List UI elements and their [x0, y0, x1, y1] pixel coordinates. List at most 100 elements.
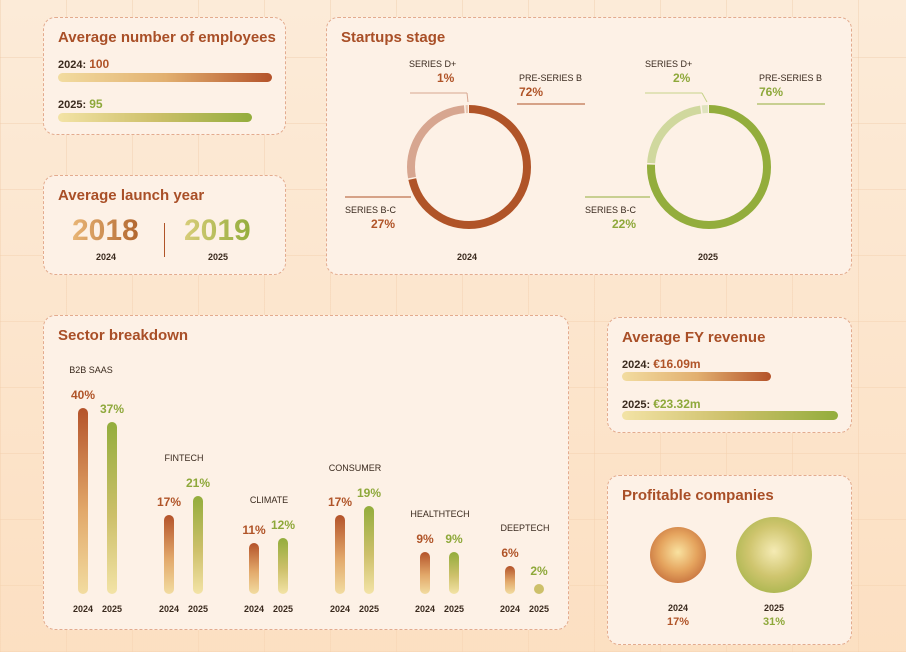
sector-bar-b2b-saas-2024 [78, 408, 88, 594]
donut-2024-slice-pre-series-b [407, 105, 531, 229]
sector-value-deeptech-2025: 2% [530, 564, 548, 578]
employees-2024-bar [58, 73, 272, 82]
sector-value-b2b-saas-2024: 40% [70, 388, 96, 402]
sector-category-fintech: FINTECH [164, 453, 204, 464]
donut-2024-seriesd-name: SERIES D+ [409, 59, 457, 69]
profitable-value-2024: 17% [666, 616, 690, 628]
launch-title: Average launch year [58, 187, 205, 204]
profitable-circle-2025 [736, 517, 812, 593]
donut-2025-seriesd-pct: 2% [673, 71, 691, 85]
donut-2024-preb-pct: 72% [519, 85, 544, 99]
sector-x-label-2024: 2024 [72, 604, 94, 614]
sector-card: Sector breakdown 40% 37% B2B SAAS 2024 2025 1… [43, 315, 569, 630]
revenue-2025-bar [622, 411, 838, 420]
donut-2024-preb-name: PRE-SERIES B [519, 73, 583, 83]
sector-x-label-2024: 2024 [414, 604, 436, 614]
sector-category-deeptech: DEEPTECH [500, 523, 550, 534]
sector-value-consumer-2024: 17% [327, 494, 353, 509]
donut-2024-year: 2024 [457, 252, 478, 262]
employees-card: Average number of employees 2024: 100 20… [43, 17, 286, 135]
sector-value-fintech-2025: 21% [185, 476, 211, 491]
sector-x-label-2024: 2024 [243, 604, 265, 614]
sector-x-label-2024: 2024 [329, 604, 351, 614]
sector-x-label-2024: 2024 [499, 604, 521, 614]
profitable-card: Profitable companies 2024 17% 2025 31% [607, 475, 852, 645]
callout-line [701, 92, 708, 103]
revenue-2025-value: €23.32m [653, 397, 701, 411]
sector-value-b2b-saas-2025: 37% [99, 401, 125, 416]
revenue-2024-key: 2024: [622, 359, 651, 371]
sector-x-label-2025: 2025 [528, 604, 550, 614]
employees-2025-label: 2025: 95 [58, 97, 103, 111]
donut-2025-year: 2025 [698, 252, 719, 262]
donut-2024-slice-series-b-c [407, 105, 531, 229]
profitable-circle-2024 [649, 526, 707, 584]
sector-bar-fintech-2024 [164, 514, 174, 594]
sector-bar-climate-2025 [278, 538, 288, 594]
donut-2025-preb-pct: 76% [759, 85, 784, 99]
employees-2024-label: 2024: 100 [58, 57, 109, 71]
launch-divider [164, 223, 165, 257]
launch-label-2025: 2025 [208, 252, 229, 262]
donut-2025-seriesbc-name: SERIES B-C [585, 205, 637, 215]
sector-bar-deeptech-2025 [534, 584, 544, 594]
stage-donut-chart [345, 92, 825, 229]
sector-value-deeptech-2024: 6% [501, 546, 519, 561]
revenue-2024-label: 2024: €16.09m [622, 357, 701, 371]
employees-2025-bar [58, 113, 252, 122]
employees-2024-value: 100 [89, 57, 110, 71]
sector-x-label-2025: 2025 [272, 604, 294, 614]
donut-2025-seriesbc-pct: 22% [612, 217, 637, 231]
launch-label-2024: 2024 [96, 252, 117, 262]
sector-value-healthtech-2025: 9% [445, 532, 463, 547]
employees-2025-value: 95 [89, 97, 103, 111]
stage-title: Startups stage [341, 29, 446, 46]
employees-2024-key: 2024: [58, 59, 87, 71]
sector-value-consumer-2025: 19% [356, 485, 382, 500]
sector-bar-climate-2024 [249, 542, 259, 594]
sector-category-consumer: CONSUMER [328, 462, 382, 473]
sector-category-climate: CLIMATE [249, 495, 289, 506]
sector-x-label-2025: 2025 [358, 604, 380, 614]
employees-2025-key: 2025: [58, 99, 87, 111]
sector-bar-fintech-2025 [193, 496, 203, 594]
sector-x-label-2025: 2025 [187, 604, 209, 614]
profitable-title: Profitable companies [622, 487, 774, 504]
revenue-2024-bar [622, 372, 772, 381]
revenue-2024-value: €16.09m [653, 357, 701, 371]
revenue-2025-label: 2025: €23.32m [622, 397, 701, 411]
sector-bar-deeptech-2024 [505, 566, 515, 594]
donut-2024-seriesbc-name: SERIES B-C [345, 205, 397, 215]
sector-value-fintech-2024: 17% [156, 494, 182, 509]
sector-bar-healthtech-2025 [449, 552, 459, 594]
profitable-year-2024: 2024 [667, 603, 689, 613]
donut-2024-seriesd-pct: 1% [437, 71, 455, 85]
launch-year-2025: 2019 [184, 214, 251, 247]
sector-bar-healthtech-2024 [420, 552, 430, 594]
donut-2024-seriesbc-pct: 27% [371, 217, 396, 231]
sector-bar-b2b-saas-2025 [107, 421, 117, 594]
callout-line [466, 92, 469, 103]
launch-card: Average launch year 2018 2024 2019 2025 [43, 175, 286, 275]
donut-2025-seriesd-name: SERIES D+ [645, 59, 693, 69]
sector-title: Sector breakdown [58, 327, 189, 344]
sector-value-healthtech-2024: 9% [416, 532, 434, 547]
employees-title: Average number of employees [58, 29, 276, 46]
profitable-year-2025: 2025 [763, 603, 785, 613]
stage-card: Startups stage SERIES D+ 1% PRE-SERIES B… [326, 17, 852, 275]
revenue-title: Average FY revenue [622, 329, 766, 346]
launch-year-2024: 2018 [72, 214, 139, 247]
sector-value-climate-2025: 12% [270, 518, 296, 533]
sector-value-climate-2024: 11% [242, 522, 266, 537]
sector-category-healthtech: HEALTHTECH [410, 509, 470, 520]
donut-2025-slice-pre-series-b [647, 105, 771, 229]
sector-x-label-2025: 2025 [443, 604, 465, 614]
donut-2025-preb-name: PRE-SERIES B [759, 73, 823, 83]
revenue-2025-key: 2025: [622, 399, 651, 411]
sector-bar-consumer-2025 [364, 505, 374, 594]
profitable-value-2025: 31% [762, 616, 786, 628]
revenue-card: Average FY revenue 2024: €16.09m 2025: €… [607, 317, 852, 433]
sector-x-label-2025: 2025 [101, 604, 123, 614]
sector-x-label-2024: 2024 [158, 604, 180, 614]
sector-category-b2b-saas: B2B SAAS [69, 365, 113, 375]
